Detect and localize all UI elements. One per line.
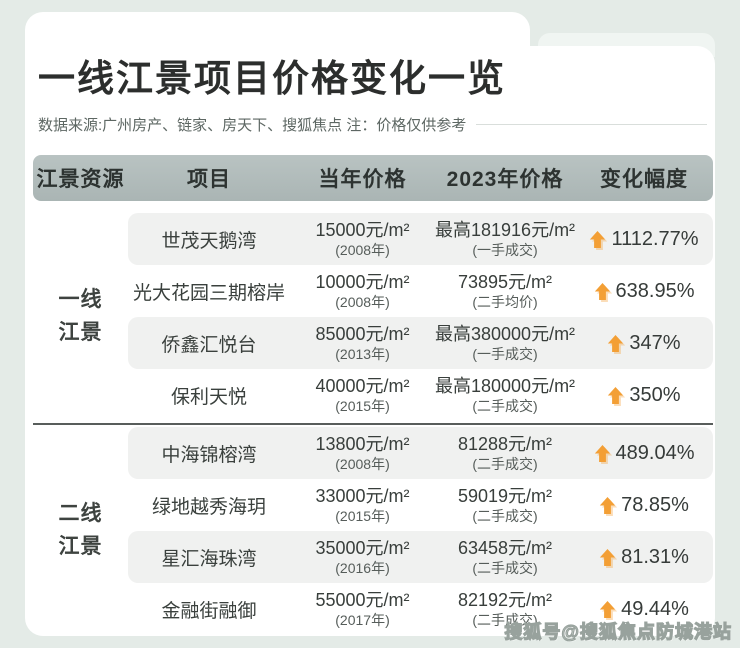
orig-price: 10000元/m² bbox=[315, 272, 410, 293]
price-2023: 最高380000元/m² bbox=[435, 324, 576, 345]
project-name: 世茂天鹅湾 bbox=[161, 230, 257, 252]
page-title: 一线江景项目价格变化一览 bbox=[38, 58, 506, 99]
up-arrow-icon bbox=[594, 282, 611, 301]
watermark: 搜狐号@搜狐焦点防城港站 bbox=[504, 621, 732, 642]
project-name: 侨鑫汇悦台 bbox=[161, 334, 257, 356]
deal-type: (二手成交) bbox=[472, 455, 538, 472]
up-arrow-icon bbox=[599, 600, 616, 619]
up-arrow-icon bbox=[607, 386, 624, 405]
price-2023: 最高181916元/m² bbox=[435, 220, 576, 241]
table-row: 金融街融御 55000元/m² (2017年) 82192元/m² (二手成交)… bbox=[128, 583, 713, 635]
column-header-change: 变化幅度 bbox=[600, 168, 688, 191]
table-row: 侨鑫汇悦台 85000元/m² (2013年) 最高380000元/m² (一手… bbox=[128, 317, 713, 369]
table-body: 一线 江景 世茂天鹅湾 15000元/m² (2008年) 最高181916元/m… bbox=[33, 213, 713, 635]
deal-type: (一手成交) bbox=[472, 241, 538, 258]
change-percent: 638.95% bbox=[615, 279, 695, 302]
orig-year: (2015年) bbox=[335, 507, 390, 524]
subtitle-row: 数据来源:广州房产、链家、房天下、搜狐焦点 注：价格仅供参考 bbox=[38, 114, 707, 135]
project-name: 保利天悦 bbox=[170, 386, 247, 408]
orig-price: 35000元/m² bbox=[315, 538, 410, 559]
table-row: 星汇海珠湾 35000元/m² (2016年) 63458元/m² (二手成交)… bbox=[128, 531, 713, 583]
orig-year: (2016年) bbox=[335, 559, 390, 576]
up-arrow-icon bbox=[594, 444, 611, 463]
change-percent: 347% bbox=[629, 331, 681, 354]
price-2023: 63458元/m² bbox=[457, 538, 553, 559]
up-arrow-icon bbox=[599, 496, 616, 515]
project-name: 星汇海珠湾 bbox=[161, 548, 257, 570]
table-row: 保利天悦 40000元/m² (2015年) 最高180000元/m² (二手成… bbox=[128, 369, 713, 421]
orig-year: (2008年) bbox=[335, 293, 390, 310]
price-2023: 最高180000元/m² bbox=[435, 376, 576, 397]
project-name: 金融街融御 bbox=[161, 600, 257, 622]
up-arrow-icon bbox=[607, 334, 624, 353]
orig-year: (2017年) bbox=[335, 611, 390, 628]
change-percent: 1112.77% bbox=[611, 227, 699, 250]
orig-price: 55000元/m² bbox=[315, 590, 410, 611]
table-row: 光大花园三期榕岸 10000元/m² (2008年) 73895元/m² (二手… bbox=[128, 265, 713, 317]
deal-type: (二手成交) bbox=[472, 507, 538, 524]
change-percent: 49.44% bbox=[621, 597, 689, 620]
column-header-project: 项目 bbox=[187, 168, 231, 191]
group-label: 一线 江景 bbox=[58, 288, 103, 344]
group-label: 二线 江景 bbox=[58, 502, 103, 558]
table-group: 一线 江景 世茂天鹅湾 15000元/m² (2008年) 最高181916元/m… bbox=[33, 213, 713, 421]
column-header-resource: 江景资源 bbox=[36, 168, 125, 191]
project-name: 光大花园三期榕岸 bbox=[132, 282, 285, 304]
orig-year: (2013年) bbox=[335, 345, 390, 362]
orig-year: (2008年) bbox=[335, 455, 390, 472]
table-header: 江景资源 项目 当年价格 2023年价格 变化幅度 bbox=[33, 155, 713, 201]
deal-type: (二手均价) bbox=[472, 293, 538, 310]
price-2023: 59019元/m² bbox=[457, 486, 553, 507]
change-percent: 81.31% bbox=[621, 545, 689, 568]
price-2023: 81288元/m² bbox=[457, 434, 553, 455]
up-arrow-icon bbox=[599, 548, 616, 567]
data-source-note: 数据来源:广州房产、链家、房天下、搜狐焦点 注：价格仅供参考 bbox=[38, 117, 467, 134]
change-percent: 489.04% bbox=[615, 441, 695, 464]
column-header-2023-price: 2023年价格 bbox=[446, 168, 564, 191]
column-header-orig-price: 当年价格 bbox=[318, 168, 407, 191]
table-row: 绿地越秀海玥 33000元/m² (2015年) 59019元/m² (二手成交… bbox=[128, 479, 713, 531]
change-percent: 350% bbox=[629, 383, 681, 406]
orig-year: (2015年) bbox=[335, 397, 390, 414]
subtitle-divider-line bbox=[476, 124, 707, 125]
price-2023: 82192元/m² bbox=[457, 590, 553, 611]
deal-type: (二手成交) bbox=[472, 611, 538, 628]
price-2023: 73895元/m² bbox=[457, 272, 553, 293]
up-arrow-icon bbox=[589, 230, 606, 249]
orig-price: 85000元/m² bbox=[315, 324, 410, 345]
deal-type: (二手成交) bbox=[472, 559, 538, 576]
table-group: 二线 江景 中海锦榕湾 13800元/m² (2008年) 81288元/m² (… bbox=[33, 427, 713, 635]
orig-price: 40000元/m² bbox=[315, 376, 410, 397]
deal-type: (一手成交) bbox=[472, 345, 538, 362]
table-row: 中海锦榕湾 13800元/m² (2008年) 81288元/m² (二手成交)… bbox=[128, 427, 713, 479]
project-name: 中海锦榕湾 bbox=[161, 444, 257, 466]
orig-price: 33000元/m² bbox=[315, 486, 410, 507]
project-name: 绿地越秀海玥 bbox=[151, 496, 266, 518]
orig-price: 13800元/m² bbox=[315, 434, 410, 455]
deal-type: (二手成交) bbox=[472, 397, 538, 414]
table-row: 世茂天鹅湾 15000元/m² (2008年) 最高181916元/m² (一手… bbox=[128, 213, 713, 265]
orig-year: (2008年) bbox=[335, 241, 390, 258]
change-percent: 78.85% bbox=[621, 493, 689, 516]
group-divider bbox=[33, 423, 713, 425]
orig-price: 15000元/m² bbox=[315, 220, 410, 241]
